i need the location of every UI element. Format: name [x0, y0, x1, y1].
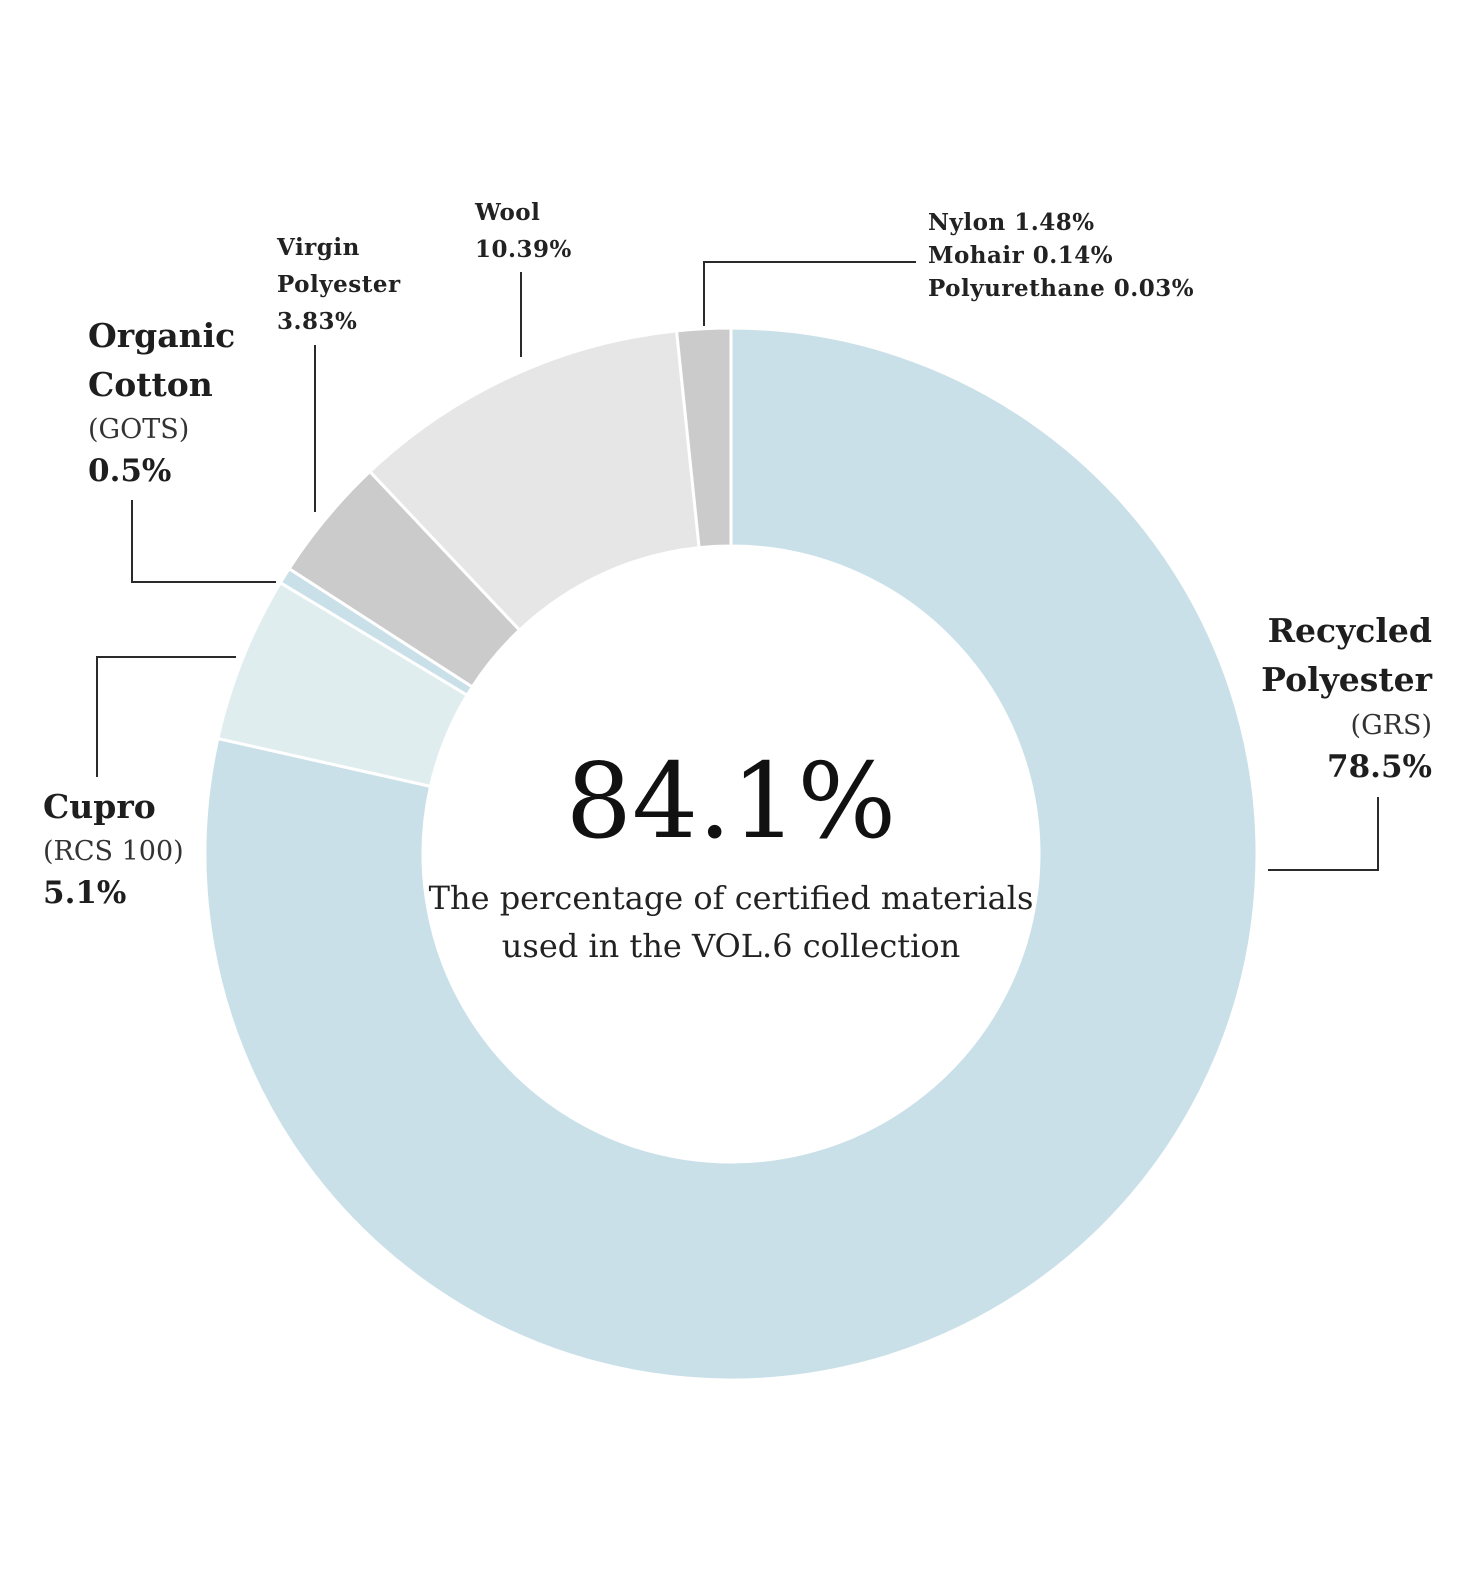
leader-organic-cotton	[131, 500, 276, 583]
label-cupro: Cupro (RCS 100) 5.1%	[43, 787, 184, 911]
label-nylon: Nylon 1.48%	[928, 209, 1095, 236]
label-recycled-polyester: Recycled Polyester (GRS) 78.5%	[1261, 611, 1432, 785]
label-recycled-polyester-cert: (GRS)	[1351, 710, 1432, 741]
label-organic-cotton-percent: 0.5%	[88, 453, 171, 489]
label-cupro-percent: 5.1%	[43, 875, 126, 911]
label-cupro-name: Cupro	[43, 787, 156, 826]
label-wool-percent: 10.39%	[475, 236, 572, 263]
slice-nylon-mohair-polyurethane	[674, 326, 733, 550]
label-polyurethane: Polyurethane 0.03%	[928, 275, 1194, 302]
label-mohair: Mohair 0.14%	[928, 242, 1113, 269]
label-organic-cotton-name-1: Organic	[88, 316, 235, 355]
label-recycled-polyester-name-2: Polyester	[1261, 660, 1432, 699]
label-nylon-mohair-polyurethane: Nylon 1.48% Mohair 0.14% Polyurethane 0.…	[928, 209, 1194, 302]
slices-group	[203, 326, 1259, 1382]
leader-cupro	[96, 656, 236, 777]
slice-recycled-polyester	[203, 326, 1259, 1382]
label-organic-cotton: Organic Cotton (GOTS) 0.5%	[88, 316, 235, 489]
label-recycled-polyester-name-1: Recycled	[1268, 611, 1432, 650]
center-caption-line-1: The percentage of certified materials	[429, 879, 1034, 917]
label-organic-cotton-cert: (GOTS)	[88, 414, 189, 445]
center-value: 84.1%	[566, 740, 896, 862]
leader-nylon-mohair-polyurethane	[703, 261, 916, 326]
center-caption-line-2: used in the VOL.6 collection	[502, 927, 960, 965]
label-virgin-polyester-line-2: Polyester	[277, 271, 401, 298]
label-virgin-polyester-percent: 3.83%	[277, 308, 357, 335]
label-recycled-polyester-percent: 78.5%	[1327, 749, 1432, 785]
label-virgin-polyester: Virgin Polyester 3.83%	[276, 234, 401, 335]
label-wool-name: Wool	[474, 199, 540, 226]
leader-lines	[96, 261, 1379, 871]
label-virgin-polyester-line-1: Virgin	[276, 234, 360, 261]
label-wool: Wool 10.39%	[474, 199, 572, 263]
label-cupro-cert: (RCS 100)	[43, 836, 184, 867]
label-organic-cotton-name-2: Cotton	[88, 365, 213, 404]
leader-recycled-polyester	[1268, 797, 1379, 871]
